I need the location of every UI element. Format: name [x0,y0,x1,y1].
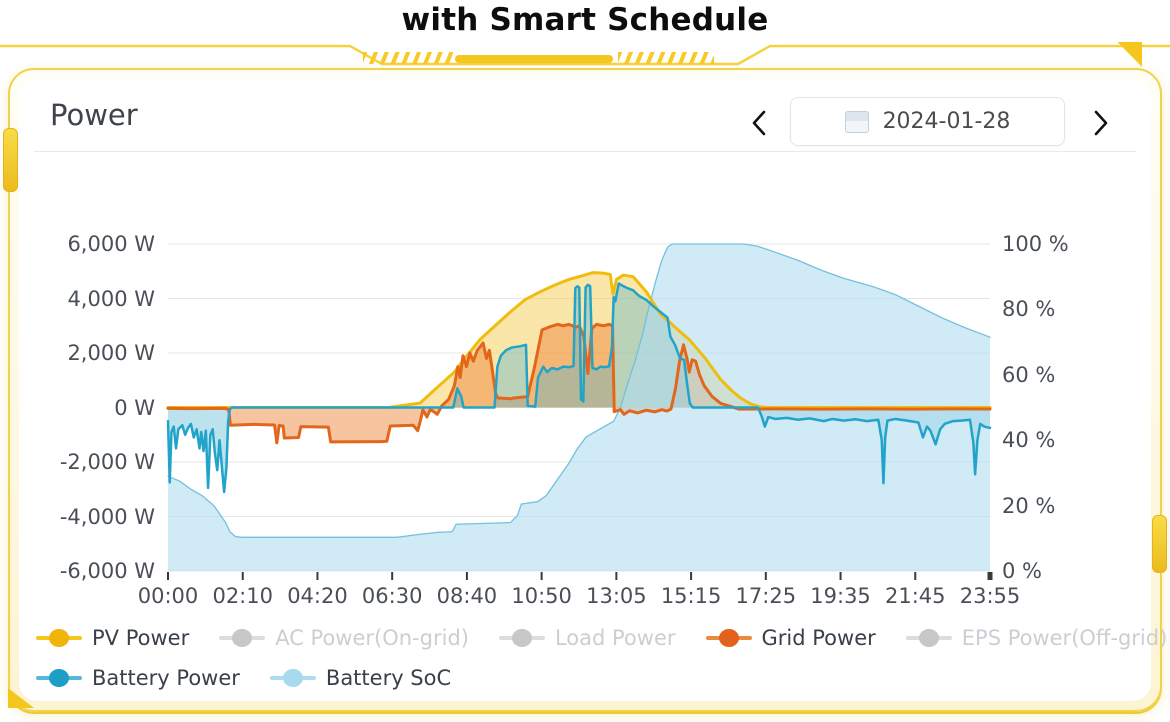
legend-item-eps-power-off-grid-[interactable]: EPS Power(Off-grid) [905,626,1168,650]
card-title: Power [50,98,138,132]
x-tick: 21:45 [885,584,946,608]
line-pv_power [166,271,992,409]
legend-label: Grid Power [761,626,876,650]
chart-plot [166,243,993,580]
y-right-tick: 60 % [1002,362,1056,387]
chevron-left-icon [752,110,766,136]
legend-row: PV Power AC Power(On-grid) Load Power Grid … [36,618,1167,658]
hatch-stripes-left [363,52,453,64]
header-divider [34,151,1136,152]
legend-marker [705,628,752,648]
legend-item-battery-power[interactable]: Battery Power [36,666,240,690]
legend-item-pv-power[interactable]: PV Power [36,626,189,650]
y-left-tick: 4,000 W [67,286,155,311]
next-day-button[interactable] [1084,103,1118,143]
x-tick: 19:35 [810,584,871,608]
previous-day-button[interactable] [742,103,776,143]
hatch-stripes-right [618,52,714,64]
legend-label: EPS Power(Off-grid) [961,626,1168,650]
deco-center-bar [455,55,613,63]
x-tick: 17:25 [735,584,797,608]
chevron-right-icon [1094,110,1108,136]
legend-marker [905,628,952,648]
area-grid_power [168,324,990,443]
y-left-tick: -2,000 W [59,450,155,474]
chart-legend: PV Power AC Power(On-grid) Load Power Grid … [36,618,1167,698]
x-tick: 06:30 [361,584,423,608]
y-left-tick: -4,000 W [59,504,155,529]
x-tick: 00:00 [137,584,199,608]
line-grid_power [166,322,992,445]
x-tick: 08:40 [436,584,498,608]
legend-label: Battery SoC [325,666,452,690]
legend-label: Load Power [554,626,676,650]
x-tick: 04:20 [287,584,348,608]
area-battery_soc [168,244,990,571]
y-left-tick: 0 W [114,395,155,420]
area-battery_power [168,283,990,492]
x-tick: 13:05 [586,584,647,608]
legend-item-ac-power-on-grid-[interactable]: AC Power(On-grid) [219,626,469,650]
legend-marker [36,628,82,648]
page-title: with Smart Schedule [401,2,769,38]
legend-marker [269,668,316,688]
y-right-tick: 100 % [1002,232,1069,256]
y-left-tick: -6,000 W [59,559,155,583]
y-left-tick: 6,000 W [67,232,155,256]
y-right-tick: 0 % [1002,559,1042,583]
legend-item-load-power[interactable]: Load Power [498,626,676,650]
legend-marker [219,628,266,648]
legend-label: AC Power(On-grid) [275,626,469,650]
x-tick: 10:50 [511,584,572,608]
legend-row: Battery Power Battery SoC [36,658,1146,698]
frame-accent-right [1152,515,1167,573]
x-tick: 02:10 [212,584,273,608]
calendar-icon [844,110,869,133]
legend-marker [498,628,545,648]
legend-label: PV Power [92,626,190,650]
date-picker[interactable]: 2024-01-28 [790,97,1065,146]
x-tick: 15:15 [660,584,722,608]
legend-item-grid-power[interactable]: Grid Power [705,626,876,650]
line-battery_soc [167,243,991,538]
frame-accent-left [3,128,18,192]
legend-item-battery-soc[interactable]: Battery SoC [269,666,452,690]
date-value: 2024-01-28 [882,109,1011,134]
y-right-tick: 40 % [1002,428,1056,453]
line-battery_power [166,282,992,494]
legend-marker [36,668,82,688]
y-left-tick: 2,000 W [67,341,155,365]
legend-label: Battery Power [92,666,240,690]
top-decoration [0,44,1170,66]
y-right-tick: 80 % [1002,297,1056,322]
y-right-tick: 20 % [1002,493,1056,518]
x-tick: 23:55 [959,584,1021,608]
